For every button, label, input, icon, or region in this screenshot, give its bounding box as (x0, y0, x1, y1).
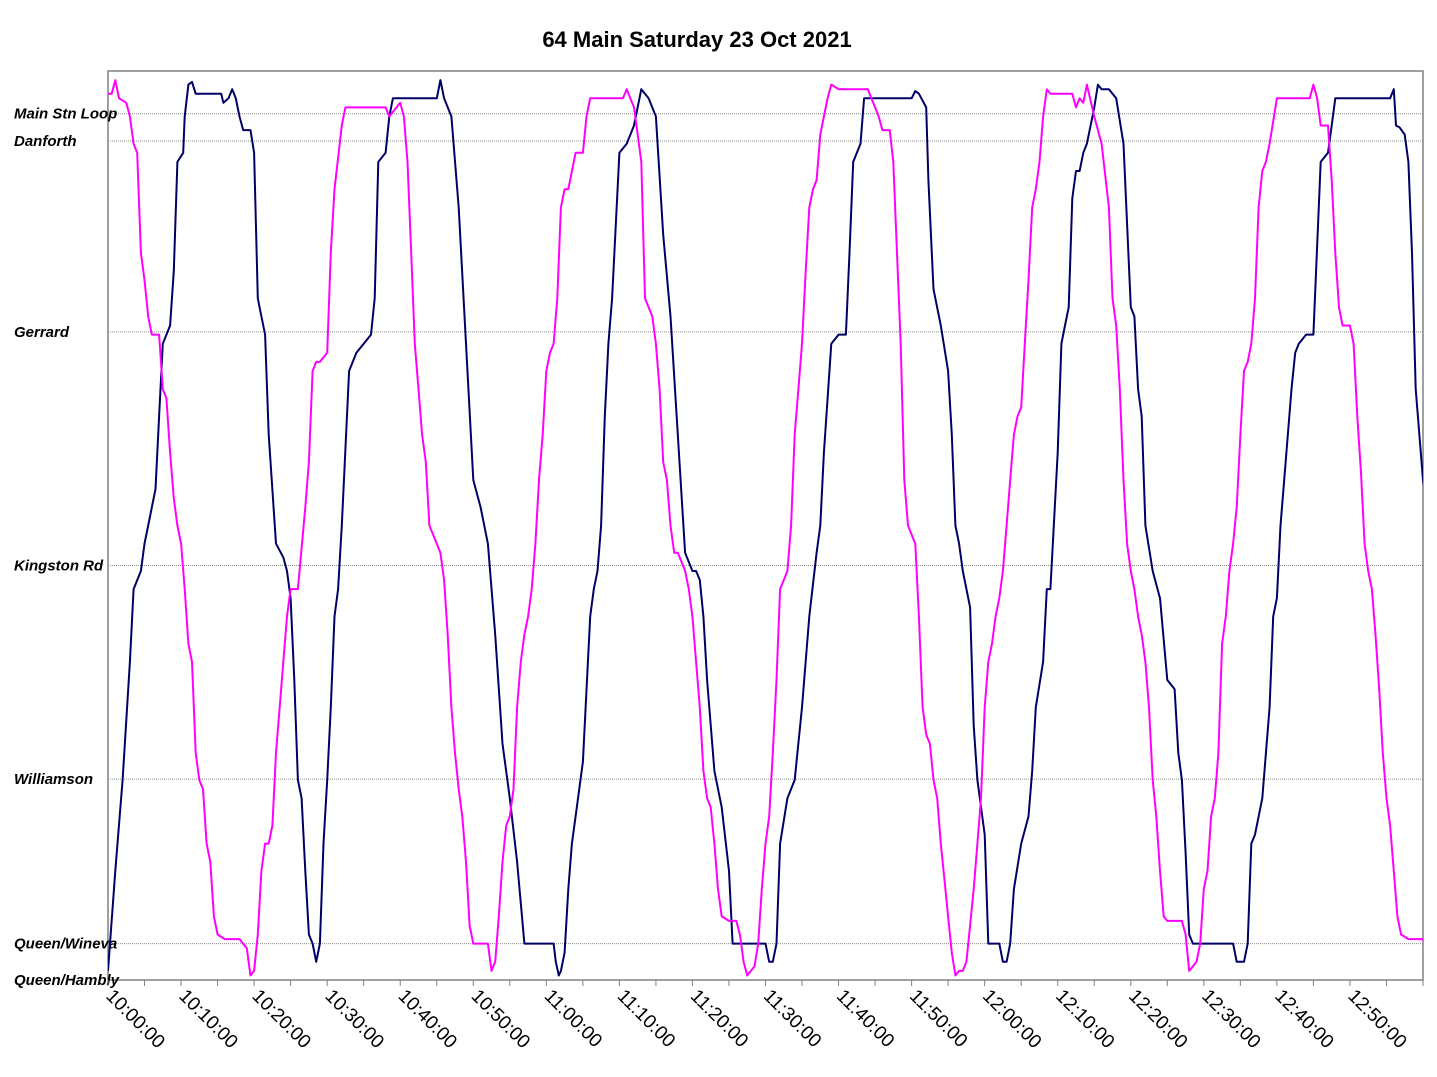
chart-title: 64 Main Saturday 23 Oct 2021 (542, 27, 851, 52)
stop-label-danforth: Danforth (14, 133, 77, 150)
stop-label-williamson: Williamson (14, 771, 93, 788)
stop-label-gerrard: Gerrard (14, 324, 70, 341)
stop-labels: Main Stn Loop Danforth Gerrard Kingston Rd W… (14, 106, 120, 989)
series-line-navy (108, 79, 1423, 977)
stop-label-queen-hambly: Queen/Hambly (14, 972, 120, 989)
stop-label-queen-wineva: Queen/Wineva (14, 936, 117, 953)
stop-label-main-stn-loop: Main Stn Loop (14, 106, 117, 123)
stop-label-kingston-rd: Kingston Rd (14, 557, 104, 574)
series-line-magenta (108, 79, 1423, 977)
series-lines (108, 79, 1423, 977)
